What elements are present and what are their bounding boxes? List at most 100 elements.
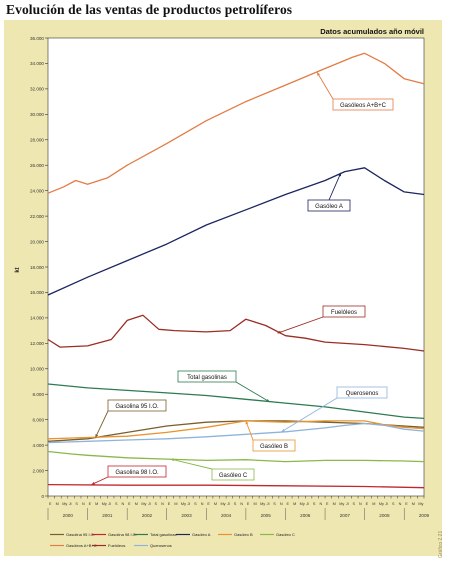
x-year-label: 2003: [181, 513, 192, 518]
y-tick-label: 10.000: [30, 367, 44, 372]
x-tick-label: Jl: [148, 502, 151, 506]
x-tick-label: S: [75, 502, 78, 506]
callout-box: [177, 370, 237, 383]
x-tick-label: N: [82, 502, 85, 506]
callout-box: [336, 386, 388, 399]
callout-arrow: [170, 458, 213, 470]
x-tick-label: E: [286, 502, 289, 506]
callout-arrowhead: [95, 433, 99, 438]
y-tick-label: 16.000: [30, 290, 44, 295]
chart-subtitle: Datos acumulados año móvil: [320, 27, 424, 36]
x-tick-label: N: [280, 502, 283, 506]
callout-label: Gasóleo C: [219, 473, 248, 479]
x-year-label: 2008: [379, 513, 390, 518]
callout-label: Gasolina 98 I.O.: [115, 470, 159, 476]
callout-arrowhead: [91, 481, 96, 485]
x-tick-label: S: [234, 502, 237, 506]
callout-label: Gasolina 95 I.O.: [115, 404, 159, 410]
x-year-label: 2004: [221, 513, 232, 518]
callout-arrowhead: [245, 420, 249, 425]
y-tick-label: 34.000: [30, 61, 44, 66]
y-tick-label: 4.000: [33, 443, 45, 448]
x-tick-label: My: [418, 502, 423, 506]
x-tick-label: Jl: [69, 502, 72, 506]
series-line-gas-leo-a: [47, 167, 425, 296]
series-line-total-gasolinas: [47, 383, 425, 420]
y-tick-label: 0: [41, 494, 44, 499]
x-year-label: 2002: [142, 513, 153, 518]
x-tick-label: M: [214, 502, 217, 506]
callout-box: [332, 98, 394, 111]
x-tick-label: E: [247, 502, 250, 506]
callout-arrowhead: [281, 428, 285, 432]
x-tick-label: E: [405, 502, 408, 506]
x-tick-label: M: [372, 502, 375, 506]
x-year-label: 2005: [261, 513, 272, 518]
series-line-fuel-leos: [47, 314, 425, 352]
x-tick-label: My: [260, 502, 265, 506]
x-tick-label: Jl: [306, 502, 309, 506]
callout-label: Gasóleo B: [260, 444, 288, 450]
y-tick-label: 14.000: [30, 316, 44, 321]
callout-arrow: [245, 420, 254, 441]
side-note: Gráfico 2.21: [438, 531, 444, 558]
x-tick-label: M: [95, 502, 98, 506]
legend-label: Gasóleo A: [192, 532, 211, 537]
x-tick-label: Jl: [346, 502, 349, 506]
x-tick-label: My: [141, 502, 146, 506]
y-tick-label: 12.000: [30, 341, 44, 346]
x-tick-label: My: [379, 502, 384, 506]
callout-box: [107, 399, 167, 412]
legend-label: Total gasolinas: [150, 532, 176, 537]
x-tick-label: My: [221, 502, 226, 506]
x-tick-label: Jl: [227, 502, 230, 506]
y-tick-label: 26.000: [30, 163, 44, 168]
x-tick-label: N: [399, 502, 402, 506]
callout-box: [211, 468, 255, 481]
x-tick-label: S: [273, 502, 276, 506]
x-tick-label: E: [207, 502, 210, 506]
callout-arrow: [316, 72, 334, 100]
x-tick-label: N: [122, 502, 125, 506]
legend-label: Gasóleos A+B+C: [66, 543, 97, 548]
callout-arrow: [328, 172, 342, 201]
callout-arrowhead: [277, 330, 282, 334]
callout-label: Querosenos: [346, 391, 379, 397]
y-tick-label: 28.000: [30, 138, 44, 143]
x-tick-label: M: [333, 502, 336, 506]
callout-arrowhead: [170, 458, 175, 462]
x-tick-label: S: [313, 502, 316, 506]
x-tick-label: S: [352, 502, 355, 506]
legend-label: Querosenos: [150, 543, 172, 548]
callout-arrowhead: [266, 398, 270, 402]
x-tick-label: N: [161, 502, 164, 506]
x-year-label: 2007: [340, 513, 351, 518]
x-tick-label: My: [339, 502, 344, 506]
legend-label: Gasóleo C: [276, 532, 295, 537]
callout-arrow: [235, 381, 270, 403]
x-tick-label: Jl: [385, 502, 388, 506]
callout-label: Gasóleo A: [315, 204, 343, 210]
y-tick-label: 32.000: [30, 87, 44, 92]
x-tick-label: M: [253, 502, 256, 506]
y-tick-label: 24.000: [30, 188, 44, 193]
callout-label: Gasóleos A+B+C: [340, 103, 387, 109]
page-title: Evolución de las ventas de productos pet…: [6, 2, 293, 17]
side-note-text: Gráfico 2.21: [438, 531, 444, 558]
x-year-label: 2006: [300, 513, 311, 518]
legend-label: Gasolina 98 I.O.: [108, 532, 137, 537]
legend-label: Gasolina 95 I.O.: [66, 532, 95, 537]
x-tick-label: My: [300, 502, 305, 506]
x-year-label: 2000: [63, 513, 74, 518]
x-tick-label: M: [174, 502, 177, 506]
x-year-label: 2009: [419, 513, 430, 518]
y-tick-label: 36.000: [30, 36, 44, 41]
x-tick-label: S: [392, 502, 395, 506]
callout-box: [252, 439, 296, 452]
callout-box: [307, 199, 351, 212]
y-tick-label: 20.000: [30, 239, 44, 244]
x-tick-label: N: [201, 502, 204, 506]
x-tick-label: E: [366, 502, 369, 506]
x-tick-label: E: [89, 502, 92, 506]
